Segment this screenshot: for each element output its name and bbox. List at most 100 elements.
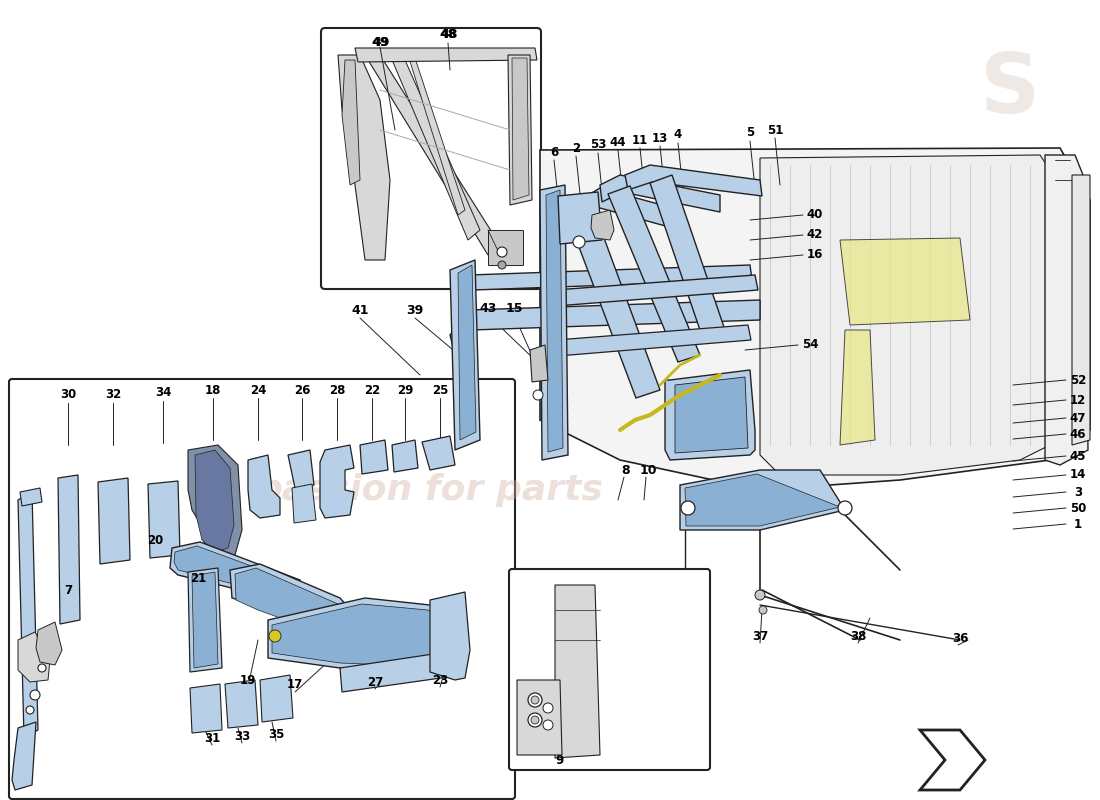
Text: 25: 25 [432, 383, 448, 397]
Circle shape [528, 693, 542, 707]
Text: 30: 30 [59, 389, 76, 402]
FancyBboxPatch shape [9, 379, 515, 799]
Polygon shape [450, 300, 760, 355]
Text: 8: 8 [621, 463, 630, 477]
Circle shape [543, 720, 553, 730]
Polygon shape [272, 604, 452, 667]
Polygon shape [288, 450, 313, 488]
Polygon shape [392, 440, 418, 472]
Polygon shape [840, 330, 874, 445]
Text: 20: 20 [147, 534, 163, 546]
Text: 53: 53 [590, 138, 606, 151]
Polygon shape [192, 572, 218, 668]
Polygon shape [226, 680, 258, 728]
Polygon shape [340, 650, 462, 692]
Polygon shape [685, 474, 840, 526]
Text: 28: 28 [329, 383, 345, 397]
Polygon shape [58, 475, 80, 624]
Text: 49: 49 [372, 35, 388, 49]
Polygon shape [18, 632, 50, 682]
Circle shape [683, 597, 693, 607]
Polygon shape [565, 200, 660, 398]
Text: 45: 45 [1069, 450, 1087, 462]
Text: 40: 40 [806, 209, 823, 222]
Polygon shape [260, 675, 293, 722]
Text: 31: 31 [204, 731, 220, 745]
Polygon shape [12, 722, 36, 790]
Polygon shape [680, 470, 845, 530]
Polygon shape [625, 165, 762, 196]
Polygon shape [920, 730, 984, 790]
Circle shape [681, 501, 695, 515]
Polygon shape [98, 478, 130, 564]
Text: 43: 43 [480, 302, 497, 314]
Polygon shape [390, 55, 480, 240]
Circle shape [838, 501, 853, 515]
Polygon shape [556, 275, 758, 306]
Polygon shape [355, 48, 537, 62]
Circle shape [686, 611, 694, 619]
Circle shape [573, 236, 585, 248]
Polygon shape [230, 564, 360, 668]
Polygon shape [458, 265, 476, 440]
Text: 16: 16 [806, 249, 823, 262]
Polygon shape [546, 190, 563, 452]
Text: 47: 47 [1070, 411, 1086, 425]
Polygon shape [36, 622, 62, 665]
Polygon shape [558, 192, 602, 244]
Polygon shape [675, 377, 748, 453]
Text: 44: 44 [609, 135, 626, 149]
Polygon shape [248, 455, 280, 518]
Circle shape [30, 690, 40, 700]
Text: 6: 6 [550, 146, 558, 158]
Polygon shape [430, 592, 470, 680]
Polygon shape [170, 542, 302, 605]
Text: 23: 23 [432, 674, 448, 686]
Text: 11: 11 [631, 134, 648, 146]
Text: 3: 3 [1074, 486, 1082, 498]
Text: 32: 32 [104, 389, 121, 402]
Polygon shape [450, 260, 480, 450]
Polygon shape [422, 436, 455, 470]
Circle shape [26, 706, 34, 714]
Text: 17: 17 [287, 678, 304, 691]
Text: 35: 35 [267, 727, 284, 741]
Text: 13: 13 [652, 131, 668, 145]
Polygon shape [292, 484, 316, 523]
Polygon shape [338, 55, 390, 260]
Text: 48: 48 [439, 29, 456, 42]
Text: 4: 4 [674, 129, 682, 142]
Text: 50: 50 [1070, 502, 1086, 514]
Polygon shape [540, 185, 568, 460]
Polygon shape [508, 55, 532, 205]
Text: 33: 33 [234, 730, 250, 742]
Circle shape [528, 713, 542, 727]
Polygon shape [760, 155, 1060, 475]
Text: 14: 14 [1070, 469, 1086, 482]
Polygon shape [1072, 175, 1090, 445]
Polygon shape [556, 325, 751, 356]
Polygon shape [666, 370, 755, 460]
Circle shape [270, 630, 280, 642]
Text: 1: 1 [1074, 518, 1082, 530]
Text: 5: 5 [746, 126, 755, 139]
Text: 21: 21 [190, 571, 206, 585]
Polygon shape [840, 238, 970, 325]
Polygon shape [20, 488, 42, 506]
Circle shape [39, 664, 46, 672]
Polygon shape [188, 568, 222, 672]
Text: 15: 15 [505, 302, 522, 314]
Text: 18: 18 [205, 383, 221, 397]
Text: 29: 29 [397, 383, 414, 397]
Polygon shape [360, 440, 388, 474]
Polygon shape [148, 481, 180, 558]
Polygon shape [608, 186, 700, 362]
Circle shape [531, 716, 539, 724]
Text: 10: 10 [639, 463, 657, 477]
Polygon shape [530, 345, 548, 382]
Bar [488, 230, 522, 265]
Text: 7: 7 [64, 583, 73, 597]
Polygon shape [455, 265, 752, 312]
Text: 46: 46 [1069, 427, 1087, 441]
Polygon shape [342, 60, 360, 185]
